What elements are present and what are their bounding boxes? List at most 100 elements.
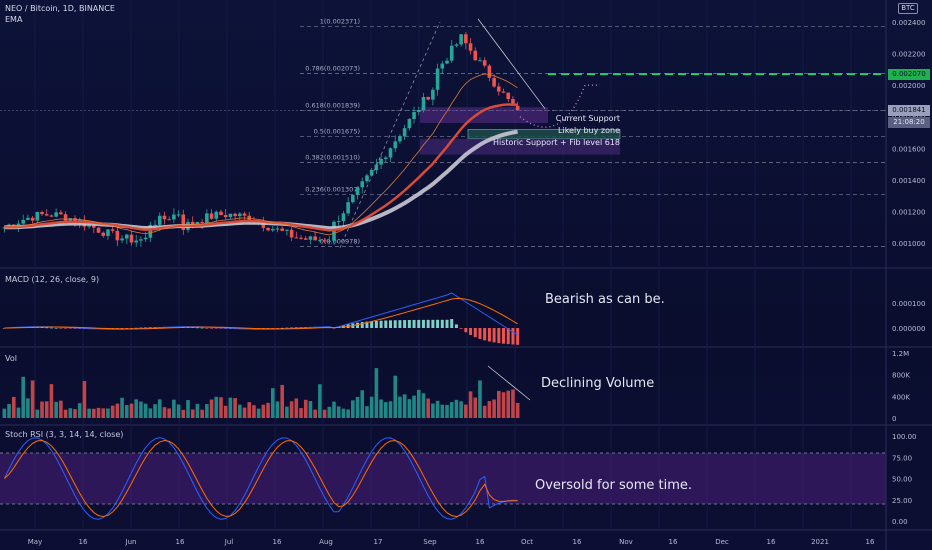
time-axis-label: 17 xyxy=(374,538,383,546)
volume-bar xyxy=(421,393,426,418)
candle-body xyxy=(228,213,233,218)
symbol-title[interactable]: NEO / Bitcoin, 1D, BINANCE xyxy=(5,4,115,13)
candle-body xyxy=(233,213,237,217)
volume-bar xyxy=(7,404,11,418)
stoch-band xyxy=(0,453,886,504)
macd-histogram-bar xyxy=(40,327,44,329)
macd-histogram-bar xyxy=(483,328,487,341)
candle-body xyxy=(190,221,195,224)
volume-bar xyxy=(426,398,430,418)
macd-histogram-bar xyxy=(294,327,298,328)
volume-bar xyxy=(54,401,58,418)
volume-bar xyxy=(275,401,280,418)
candle-body xyxy=(92,224,96,228)
macd-histogram-bar xyxy=(130,328,133,329)
time-axis-label: 16 xyxy=(79,538,88,546)
volume-bar xyxy=(35,409,40,418)
volume-bar xyxy=(360,390,365,418)
candle-body xyxy=(501,91,506,93)
macd-histogram-bar xyxy=(459,328,463,329)
candle-body xyxy=(73,218,77,223)
volume-bar xyxy=(398,396,402,418)
candle-body xyxy=(63,214,68,221)
macd-histogram-bar xyxy=(134,327,138,329)
macd-histogram-bar xyxy=(487,328,491,342)
candle-body xyxy=(379,158,383,165)
volume-bar xyxy=(449,402,454,418)
volume-bar xyxy=(492,399,496,418)
current-support-label: Current Support xyxy=(555,114,620,123)
volume-bar xyxy=(242,407,247,418)
macd-histogram-bar xyxy=(210,328,214,329)
candle-body xyxy=(383,157,388,159)
candle-body xyxy=(153,224,157,226)
volume-bar xyxy=(148,408,153,418)
volume-bar xyxy=(228,397,233,418)
volume-bar xyxy=(435,400,440,418)
macd-histogram-bar xyxy=(417,319,421,328)
candle-body xyxy=(355,187,360,195)
volume-bar xyxy=(115,403,120,418)
volume-bar xyxy=(336,406,341,418)
volume-bar xyxy=(63,409,68,418)
candle-body xyxy=(87,224,91,227)
currency-badge[interactable]: BTC xyxy=(898,3,918,14)
time-axis-label: 2021 xyxy=(811,538,829,546)
candle-body xyxy=(440,63,445,69)
price-tick-label: 0.001600 xyxy=(892,145,925,153)
candle-body xyxy=(68,218,73,221)
candle-body xyxy=(285,229,289,231)
fib-level-label: 0(0.000978) xyxy=(320,237,360,245)
candle-body xyxy=(148,224,153,238)
macd-histogram-bar xyxy=(219,328,223,329)
candle-body xyxy=(44,214,49,216)
volume-bar xyxy=(468,391,473,418)
volume-bar xyxy=(195,403,200,418)
macd-histogram-bar xyxy=(403,320,407,328)
macd-histogram-bar xyxy=(426,319,430,328)
volume-bar xyxy=(383,402,388,418)
volume-bar xyxy=(459,401,463,418)
macd-histogram-bar xyxy=(511,328,515,345)
bar-countdown-badge: 21:08:20 xyxy=(888,117,930,128)
volume-bar xyxy=(252,405,256,418)
buy-zone-label: Likely buy zone xyxy=(558,126,620,135)
stoch-pane-title[interactable]: Stoch RSI (3, 3, 14, 14, close) xyxy=(5,430,124,439)
candle-body xyxy=(261,222,266,228)
candle-body xyxy=(365,175,369,182)
volume-bar xyxy=(355,397,360,418)
price-tick-label: 0.002200 xyxy=(892,51,925,59)
price-tick-label: 0.001400 xyxy=(892,177,925,185)
macd-histogram-bar xyxy=(412,319,416,328)
volume-bar xyxy=(351,400,355,418)
macd-histogram-bar xyxy=(120,328,124,329)
candle-body xyxy=(143,237,148,240)
volume-bar xyxy=(308,401,313,418)
macd-histogram-bar xyxy=(497,328,501,344)
volume-bar xyxy=(205,404,209,418)
volume-bar xyxy=(143,403,148,418)
ema-indicator-label[interactable]: EMA xyxy=(5,15,23,24)
volume-bar xyxy=(416,389,421,418)
volume-bar xyxy=(379,399,383,418)
volume-pane-title[interactable]: Vol xyxy=(5,354,17,363)
macd-histogram-bar xyxy=(506,328,510,345)
candle-body xyxy=(431,89,435,100)
macd-tick-label: 0.000100 xyxy=(892,300,925,308)
volume-bar xyxy=(327,406,332,418)
candle-body xyxy=(412,112,416,119)
macd-histogram-bar xyxy=(370,321,374,328)
macd-histogram-bar xyxy=(195,327,199,329)
ema-long-line xyxy=(4,129,518,231)
candle-body xyxy=(318,240,322,242)
macd-histogram-bar xyxy=(502,328,506,344)
candle-body xyxy=(195,222,200,224)
macd-histogram-bar xyxy=(469,328,473,335)
candle-body xyxy=(511,99,515,106)
volume-bar xyxy=(26,398,30,418)
volume-bar xyxy=(77,403,82,418)
volume-bar xyxy=(181,409,186,418)
macd-pane-title[interactable]: MACD (12, 26, close, 9) xyxy=(5,275,100,284)
macd-histogram-bar xyxy=(205,328,209,329)
